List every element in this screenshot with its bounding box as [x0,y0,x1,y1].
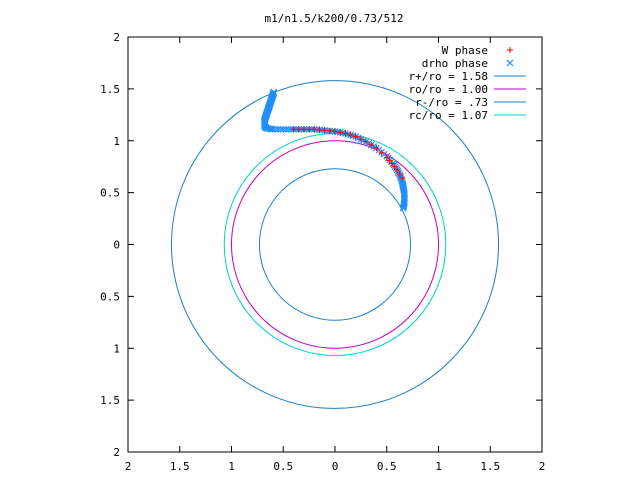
circle-r-ro [170,80,500,409]
legend-label: ro/ro = 1.00 [409,83,488,96]
drho-phase-point [279,125,287,133]
x-tick-label: 2 [539,460,546,473]
circle-rc-ro [223,132,447,357]
drho-phase-point [269,125,277,133]
drho-phase-point [400,203,407,211]
w-phase-point [290,126,297,133]
w-phase-point [321,127,328,134]
legend-label: drho phase [422,57,488,70]
circle-r-ro [258,168,412,321]
x-tick-label: 1.5 [480,460,500,473]
w-phase-point [342,130,349,137]
x-tick-label: 0.5 [273,460,293,473]
x-tick-label: 1.5 [170,460,190,473]
w-phase-point [352,133,359,140]
drho-phase-point [277,125,285,133]
w-phase-point [357,136,364,143]
w-phase-point [326,127,333,134]
y-tick-label: 1.5 [100,83,120,96]
drho-phase-point [339,129,347,137]
circles-layer [170,80,500,409]
x-tick-label: 0.5 [377,460,397,473]
w-phase-point [399,175,406,182]
x-tick-label: 1 [435,460,442,473]
drho-phase-point [274,125,282,133]
w-phase-point [396,170,403,177]
w-phase-point [311,126,318,133]
y-tick-label: 0.5 [100,187,120,200]
legend-label: W phase [442,44,488,57]
w-phase-point [316,126,323,133]
legend-label: r-/ro = .73 [415,96,488,109]
w-phase-point [347,132,354,139]
w-phase-point [388,160,395,167]
w-phase-point [332,128,338,135]
drho-phase-point [399,204,407,212]
x-tick-label: 1 [228,460,235,473]
y-tick-label: 2 [113,31,120,44]
y-tick-label: 0.5 [100,290,120,303]
legend-label: rc/ro = 1.07 [409,109,488,122]
points-layer [261,88,408,212]
drho-phase-point [282,125,290,133]
x-tick-label: 2 [125,460,132,473]
drho-phase-point [400,202,408,210]
y-tick-label: 1.5 [100,394,120,407]
w-phase-point [386,157,393,164]
w-phase-point [373,145,380,152]
legend-marker [507,47,513,53]
drho-phase-point [285,125,292,133]
y-tick-label: 1 [113,342,120,355]
w-phase-point [383,154,390,161]
y-tick-label: 0 [113,239,120,252]
x-tick-label: 0 [332,460,339,473]
legend-marker [506,59,514,67]
w-phase-point [337,129,344,136]
w-phase-point [306,126,313,133]
w-phase-point [378,149,385,156]
y-tick-label: 2 [113,446,120,459]
w-phase-point [368,141,375,148]
w-phase-point [300,126,307,133]
w-phase-point [394,166,401,173]
w-phase-point [391,163,398,170]
drho-phase-point [272,125,279,133]
y-tick-label: 1 [113,135,120,148]
chart-title: m1/n1.5/k200/0.73/512 [264,12,403,25]
legend-label: r+/ro = 1.58 [409,70,488,83]
w-phase-point [295,126,302,133]
circle-ro-ro [231,140,439,349]
drho-phase-point [334,128,342,136]
ticks-layer: 2 1.5 1 0.5 0 0.5 1 1.5 221.510.500.511.52 [100,31,545,473]
w-phase-point [363,138,370,145]
